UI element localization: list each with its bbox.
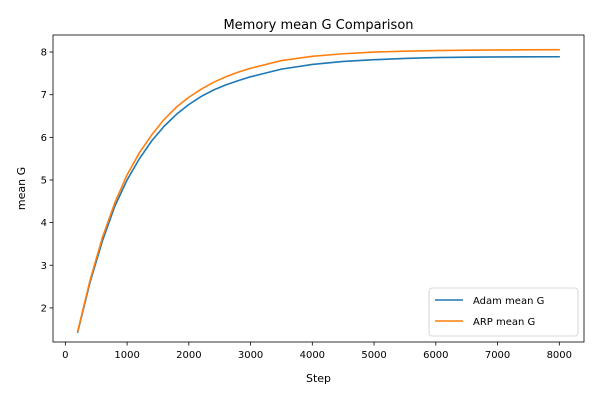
series-line-adam — [76, 55, 561, 333]
y-tick-label: 8 — [41, 48, 47, 59]
x-tick-label: 6000 — [423, 350, 448, 361]
y-axis-title: mean G — [15, 167, 28, 210]
plot-frame — [52, 34, 585, 343]
y-axis-ticks: 2 3 4 5 6 7 8 — [41, 48, 53, 314]
x-axis-title: Step — [306, 372, 331, 385]
y-tick-label: 3 — [41, 261, 47, 272]
legend-label: Adam mean G — [473, 296, 544, 307]
x-tick-label: 7000 — [485, 350, 510, 361]
legend-box — [428, 287, 579, 337]
x-tick-label: 1000 — [114, 350, 139, 361]
x-tick-label: 2000 — [176, 350, 201, 361]
y-tick-label: 4 — [41, 218, 47, 229]
x-axis-ticks: 0 1000 2000 3000 4000 5000 6000 7000 8000 — [62, 342, 572, 361]
y-tick-label: 2 — [41, 303, 47, 314]
x-tick-label: 5000 — [361, 350, 386, 361]
plot-area — [76, 48, 561, 333]
legend: Adam mean G ARP mean G — [428, 287, 579, 337]
x-tick-label: 0 — [62, 350, 68, 361]
x-tick-label: 3000 — [238, 350, 263, 361]
y-tick-label: 5 — [41, 175, 47, 186]
chart-title: Memory mean G Comparison — [223, 18, 413, 33]
y-tick-label: 6 — [41, 133, 47, 144]
y-tick-label: 7 — [41, 90, 47, 101]
x-tick-label: 4000 — [300, 350, 325, 361]
legend-label: ARP mean G — [473, 317, 535, 328]
x-tick-label: 8000 — [547, 350, 572, 361]
series-line-arp — [76, 48, 561, 333]
